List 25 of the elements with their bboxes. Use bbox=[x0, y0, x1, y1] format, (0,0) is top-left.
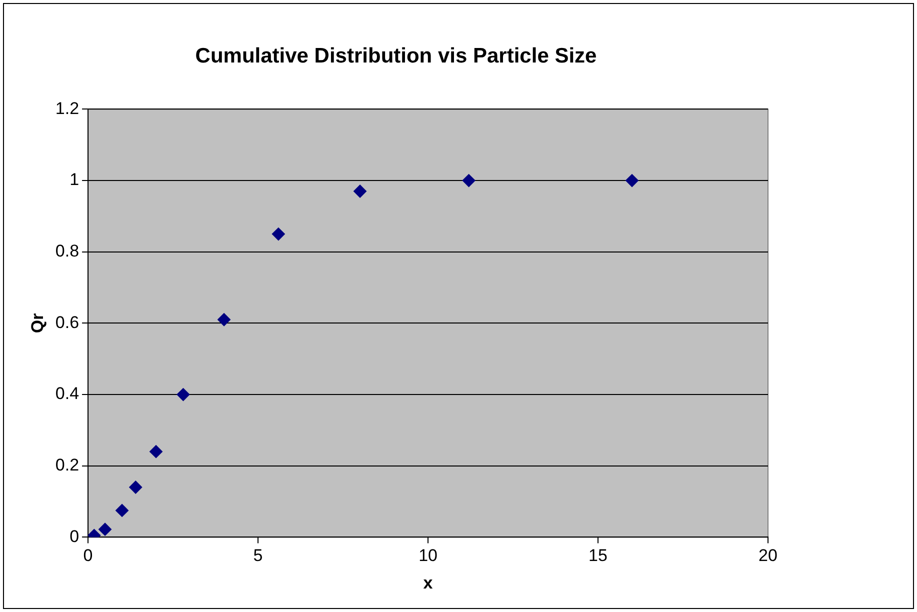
x-tick-label: 0 bbox=[83, 546, 93, 566]
point bbox=[176, 388, 190, 402]
x-axis-title: x bbox=[423, 573, 434, 592]
point bbox=[626, 174, 639, 188]
y-tick-label: 1.2 bbox=[55, 98, 80, 118]
point bbox=[98, 522, 112, 536]
y-tick-label: 1 bbox=[70, 170, 80, 190]
x-tick-label: 15 bbox=[588, 546, 608, 566]
point bbox=[129, 480, 142, 494]
x-tick-label: 10 bbox=[418, 546, 438, 566]
point bbox=[462, 174, 476, 188]
y-tick-label: 0 bbox=[70, 526, 80, 546]
y-tick-label: 0.4 bbox=[55, 384, 80, 404]
y-tick-label: 0.6 bbox=[55, 312, 80, 332]
point bbox=[218, 313, 231, 326]
point bbox=[116, 504, 129, 517]
y-tick-label: 0.2 bbox=[55, 456, 80, 475]
x-tick-label: 20 bbox=[758, 546, 778, 566]
y-axis-title: Qr bbox=[28, 312, 47, 334]
x-tick-label: 5 bbox=[253, 546, 263, 566]
chart-title: Cumulative Distribution vis Particle Size bbox=[195, 44, 597, 68]
point bbox=[354, 184, 367, 198]
point bbox=[272, 228, 285, 241]
point bbox=[150, 445, 163, 458]
y-tick-label: 0.8 bbox=[55, 242, 80, 261]
